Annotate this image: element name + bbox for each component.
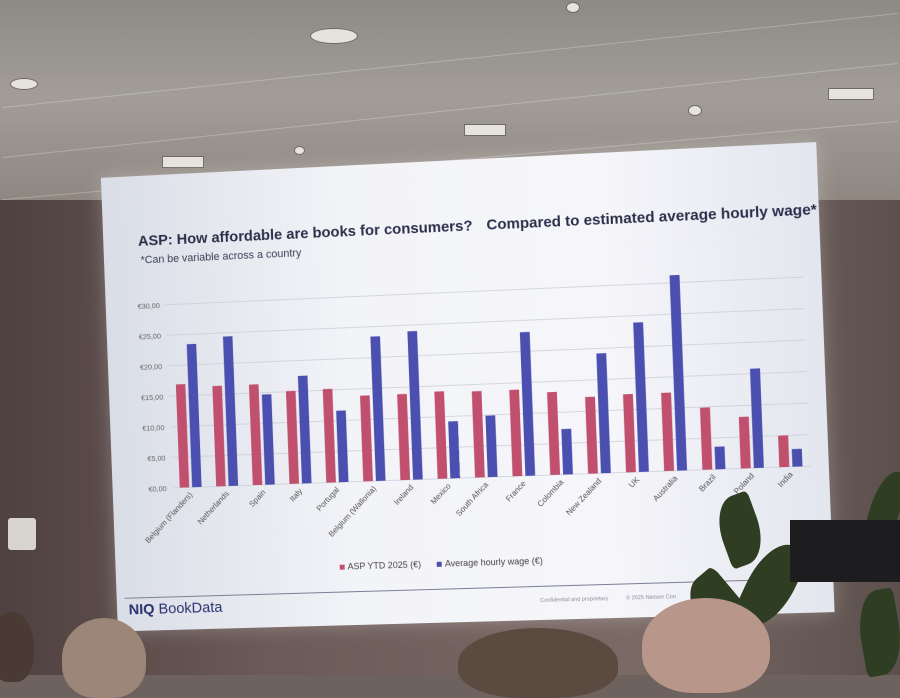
x-tick-label: France [504,479,528,504]
bar-wage [715,446,726,469]
y-tick-label: €25,00 [139,332,161,342]
legend-swatch-asp [340,564,345,569]
x-tick-label: Portugal [315,485,342,513]
x-tick-label: South Africa [454,480,490,518]
gridline [166,277,803,305]
bar-asp [700,407,712,469]
bar-wage [633,322,649,472]
ceiling-sprinkler [294,146,305,155]
x-tick-label: New Zealand [564,476,603,517]
bar-wage [561,429,573,475]
bar-wage [407,331,422,480]
bar-asp [585,397,598,474]
gridline [167,309,804,336]
bar-asp [547,392,560,475]
bar-asp [739,417,751,469]
bar-asp [509,390,522,477]
ceiling-vent [464,124,506,136]
ceiling-downlight [10,78,38,90]
audience-head [642,598,770,693]
x-tick-label: Belgium (Flanders) [143,490,194,545]
audience-head [458,628,618,698]
ceiling-vent [828,88,874,100]
x-tick-label: Colombia [536,477,566,508]
bar-wage [750,368,764,468]
brand-prefix: NIQ [128,601,154,618]
bar-wage [187,344,202,487]
bar-wage [262,394,275,485]
x-tick-label: Australia [651,473,680,503]
bar-wage [596,353,610,473]
bar-asp [661,393,674,472]
ceiling-vent [162,156,204,168]
bar-wage [370,336,385,481]
x-tick-label: Mexico [429,481,453,506]
brand-name: BookData [158,599,223,618]
bar-asp [472,391,485,478]
x-tick-label: Ireland [392,483,415,507]
bar-asp [249,384,262,485]
y-tick-label: €20,00 [140,362,162,372]
bar-asp [397,394,410,480]
x-tick-label: UK [627,475,642,490]
bar-asp [176,384,189,488]
x-tick-label: Spain [247,488,267,509]
bar-wage [792,449,803,467]
ceiling-sprinkler [688,105,702,116]
ceiling-downlight [310,28,358,44]
bar-asp [286,391,299,484]
bar-asp [434,391,447,479]
bar-wage [520,332,535,476]
bar-asp [323,389,336,483]
y-tick-label: €0,00 [148,484,166,494]
y-tick-label: €30,00 [138,301,160,311]
bar-wage [298,376,312,484]
y-tick-label: €5,00 [147,454,165,464]
bar-asp [623,394,636,472]
x-tick-label: India [776,470,795,490]
y-tick-label: €10,00 [142,423,164,433]
ceiling-panel-line [2,13,897,108]
projection-screen: ASP: How affordable are books for consum… [101,142,835,631]
bar-wage [485,415,497,477]
y-tick-label: €15,00 [141,393,163,403]
audience-head [62,618,146,698]
x-tick-label: Brazil [697,472,718,493]
bar-wage [336,410,348,482]
bar-asp [212,386,225,487]
x-tick-label: Italy [288,487,304,504]
gridline [168,340,805,366]
bar-asp [360,395,373,481]
ceiling-sprinkler [566,2,580,13]
wall-control-panel [8,518,36,550]
stage-monitor [790,520,900,582]
bar-asp [778,435,789,467]
x-tick-label: Netherlands [196,489,231,526]
bar-wage [448,421,460,478]
bar-wage [223,336,238,486]
legend-swatch-wage [437,561,442,566]
gridline [169,372,807,397]
brand-logo: NIQ BookData [128,599,222,618]
